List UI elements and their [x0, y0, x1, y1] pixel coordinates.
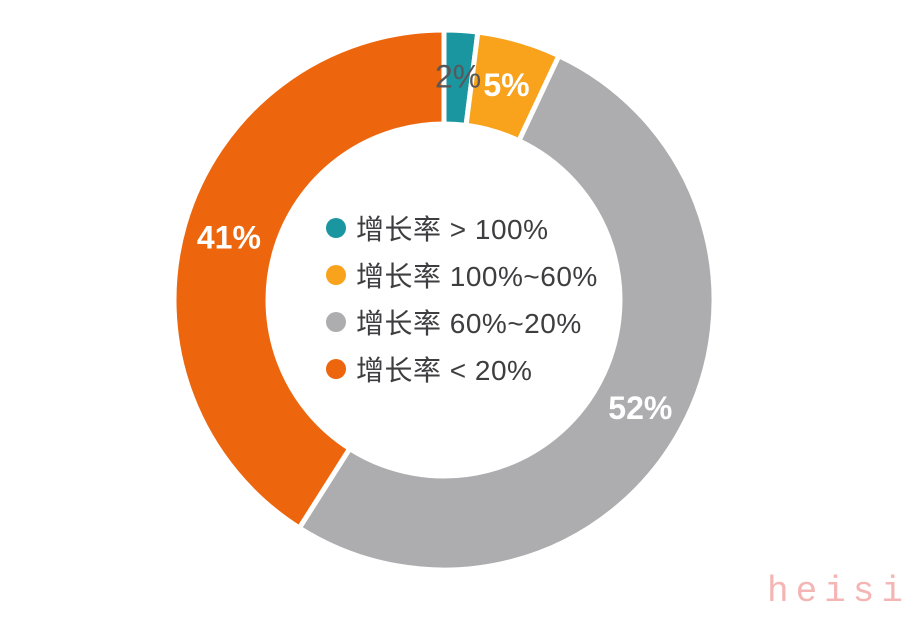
legend-swatch-orange-icon [326, 264, 346, 285]
legend-swatch-orangered-icon [326, 358, 346, 379]
legend-item-100-60: 增长率 100%~60% [326, 258, 598, 292]
legend-swatch-gray-icon [326, 311, 346, 332]
legend-swatch-teal-icon [326, 217, 346, 238]
donut-segment-value-label: 5% [483, 67, 529, 103]
legend-label: 增长率 100%~60% [356, 260, 598, 292]
donut-segment-value-label: 41% [197, 220, 261, 256]
donut-slice-labels: 2% 5% 52% 41% [197, 58, 672, 426]
donut-segment-2 [296, 53, 717, 573]
legend-label: 增长率 < 20% [356, 354, 533, 386]
donut-segment-value-label: 2% [435, 58, 481, 94]
legend-item-60-20: 增长率 60%~20% [326, 305, 598, 339]
legend-label: 增长率 > 100% [356, 213, 549, 245]
chart-legend: 增长率 > 100% 增长率 100%~60% 增长率 60%~20% 增长率 … [326, 211, 598, 386]
legend-item-gt100: 增长率 > 100% [326, 211, 598, 245]
donut-segment-3 [171, 27, 447, 531]
legend-label: 增长率 60%~20% [356, 307, 582, 339]
donut-slices [171, 27, 717, 573]
watermark: heisi [766, 571, 910, 612]
donut-segment-value-label: 52% [608, 390, 672, 426]
legend-item-lt20: 增长率 < 20% [326, 352, 598, 386]
